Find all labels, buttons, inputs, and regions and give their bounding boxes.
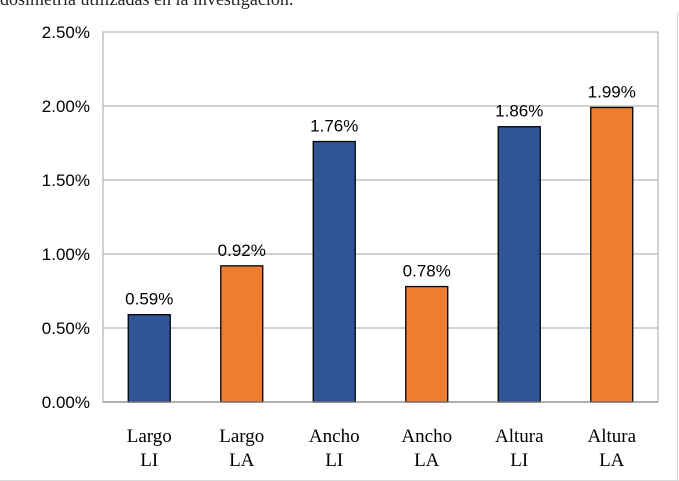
bar <box>220 265 264 403</box>
x-category-label: LA <box>599 450 625 471</box>
data-label: 1.86% <box>495 102 543 121</box>
data-label: 1.76% <box>310 117 358 136</box>
data-label: 0.78% <box>403 262 451 281</box>
figure-caption: dosimetría utilizadas en la investigació… <box>0 0 679 9</box>
x-category-label: Altura <box>587 426 636 447</box>
y-tick-label: 0.00% <box>42 393 90 412</box>
y-axis-tick-labels: 0.00% 0.50% 1.00% 1.50% 2.00% 2.50% <box>42 23 90 412</box>
y-tick-label: 2.00% <box>42 97 90 116</box>
chart-frame-right-edge <box>677 12 678 481</box>
bar <box>590 106 634 403</box>
x-category-label: Largo <box>219 426 264 447</box>
bar <box>497 126 541 403</box>
x-category-label: Ancho <box>309 426 360 447</box>
x-category-label: LI <box>325 450 343 471</box>
y-tick-label: 1.00% <box>42 245 90 264</box>
data-labels: 0.59% 0.92% 1.76% 0.78% 1.86% 1.99% <box>125 82 636 308</box>
data-label: 0.92% <box>218 241 266 260</box>
data-label: 1.99% <box>588 82 636 101</box>
x-category-label: Largo <box>127 426 172 447</box>
y-tick-label: 1.50% <box>42 171 90 190</box>
x-category-label: Altura <box>495 426 544 447</box>
x-category-label: LI <box>510 450 528 471</box>
bar <box>405 285 449 403</box>
bar <box>312 140 356 403</box>
plot-area-border <box>102 31 659 403</box>
data-label: 0.59% <box>125 290 173 309</box>
x-category-label: LA <box>229 450 255 471</box>
bar <box>127 314 171 403</box>
gridlines <box>103 31 658 329</box>
x-axis-category-labels: Largo LI Largo LA Ancho LI Ancho LA Altura LI Altu… <box>127 426 637 471</box>
y-tick-label: 0.50% <box>42 319 90 338</box>
x-category-label: LA <box>414 450 440 471</box>
y-tick-label: 2.50% <box>42 23 90 42</box>
x-category-label: Ancho <box>401 426 452 447</box>
axes <box>102 31 659 403</box>
bars <box>127 106 634 403</box>
x-category-label: LI <box>140 450 158 471</box>
